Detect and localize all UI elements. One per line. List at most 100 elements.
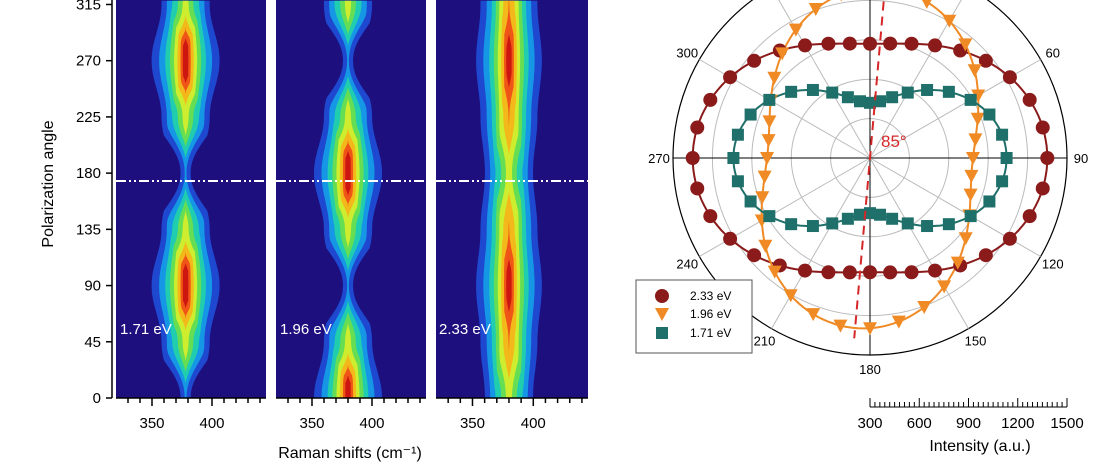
polar-point-2: [942, 14, 957, 28]
heatmap-contour-3-8: [506, 0, 512, 398]
polar-point-1: [703, 209, 718, 224]
polar-point-3: [983, 195, 996, 208]
polar-point-3: [763, 210, 776, 223]
heatmap-panel-2: 1.96 eV: [276, 0, 426, 398]
polar-point-1: [690, 120, 705, 135]
polar-point-2: [760, 152, 775, 165]
polar-point-3: [921, 83, 934, 96]
polar-point-2: [775, 47, 790, 61]
polar-point-2: [917, 300, 932, 314]
polar-point-2: [806, 308, 821, 322]
polar-point-1: [690, 181, 705, 196]
polar-point-2: [761, 134, 776, 148]
polar-point-2: [755, 191, 770, 205]
polar-point-3: [826, 217, 839, 230]
radial-scale-label: 900: [956, 415, 981, 432]
heatmap-band-2: [314, 0, 382, 398]
heatmap-panel-2-label: 1.96 eV: [280, 321, 332, 338]
polar-point-2: [891, 315, 906, 329]
heatmap-x-tick-label: 350: [299, 415, 324, 432]
heatmap-band-3: [476, 0, 542, 398]
heatmap-panel-1-label: 1.71 eV: [120, 321, 172, 338]
polar-angle-label: 300: [676, 46, 698, 61]
polar-point-3: [886, 91, 899, 104]
polar-point-2: [950, 256, 965, 270]
polar-angle-label: 210: [754, 334, 776, 349]
heatmap-band-1: [151, 0, 220, 398]
polar-angle-label: 270: [648, 151, 670, 166]
polar-point-2: [767, 71, 782, 85]
polar-plot: 60 90 120 150 180 210 240 270 300: [648, 0, 1088, 377]
polar-point-3: [901, 86, 914, 99]
polar-point-1: [723, 70, 738, 85]
heatmap-y-tick-label: 270: [76, 53, 101, 70]
heatmap-y-axis-title: Polarization angle: [40, 120, 57, 247]
polar-point-3: [874, 95, 887, 108]
polar-point-2: [968, 133, 983, 147]
polar-point-3: [996, 128, 1009, 141]
polar-point-1: [685, 151, 700, 165]
polar-annotation-angle: 85°: [881, 132, 907, 151]
polar-point-1: [1035, 181, 1050, 196]
polar-point-3: [785, 85, 798, 98]
polar-point-3: [983, 108, 996, 121]
polar-point-3: [853, 95, 866, 108]
polar-point-1: [1040, 151, 1055, 165]
polar-point-2: [971, 89, 986, 103]
polar-angle-label: 90: [1074, 151, 1088, 166]
radial-scale-title: Intensity (a.u.): [929, 438, 1030, 455]
polar-point-2: [840, 0, 842, 2]
polar-point-2: [970, 112, 985, 126]
polar-point-1: [703, 92, 718, 107]
polar-point-1: [1022, 92, 1037, 107]
polar-point-1: [821, 265, 836, 280]
polar-point-2: [958, 38, 973, 52]
polar-point-2: [922, 0, 932, 9]
legend-marker-3: [656, 327, 668, 339]
polar-point-1: [797, 263, 812, 278]
polar-point-3: [806, 220, 819, 233]
polar-point-3: [763, 93, 776, 106]
polar-point-3: [841, 91, 854, 104]
polar-point-1: [797, 38, 812, 53]
polar-point-2: [808, 3, 823, 17]
polar-point-3: [727, 152, 740, 164]
polar-point-1: [883, 36, 898, 51]
polar-point-2: [967, 64, 982, 78]
polar-legend: 2.33 eV 1.96 eV 1.71 eV: [635, 279, 753, 354]
polar-point-3: [826, 86, 839, 99]
polar-point-1: [1035, 120, 1050, 135]
polar-point-2: [758, 239, 773, 253]
radial-scale: 300 600 900 1200 1500: [857, 398, 1084, 432]
heatmap-x-tick-label: 400: [521, 415, 546, 432]
polar-point-1: [883, 265, 898, 280]
polar-point-3: [744, 108, 757, 121]
polar-point-3: [853, 208, 866, 221]
polar-point-1: [978, 53, 993, 68]
polar-point-1: [1002, 231, 1017, 246]
polar-point-3: [901, 217, 914, 230]
polar-point-1: [863, 265, 877, 280]
polar-point-2: [863, 322, 877, 336]
polar-point-3: [1000, 152, 1013, 164]
polar-point-1: [904, 36, 919, 51]
polar-point-1: [863, 36, 877, 51]
heatmap-contour-1-8: [182, 0, 189, 398]
heatmap-contour-2-7: [342, 0, 354, 398]
polar-point-1: [723, 231, 738, 246]
heatmap-panel-1: 1.71 eV: [116, 0, 266, 398]
radial-scale-label: 1200: [1001, 415, 1034, 432]
polar-point-3: [864, 207, 876, 220]
polar-legend-box: [635, 279, 753, 354]
heatmap-panels: 1.71 eV 1.96 eV 2.33 eV: [116, 0, 588, 398]
polar-point-3: [731, 175, 744, 188]
heatmap-x-tick-label: 350: [139, 415, 164, 432]
polar-point-3: [942, 218, 955, 231]
polar-point-3: [731, 128, 744, 141]
heatmap-panel-3-label: 2.33 eV: [439, 321, 491, 338]
polar-point-3: [785, 218, 798, 231]
heatmap-y-axis: 0 45 90 135 180 225 270 315: [76, 0, 113, 407]
heatmap-x-tick-label: 350: [460, 415, 485, 432]
polar-grid-spoke: [778, 0, 871, 159]
